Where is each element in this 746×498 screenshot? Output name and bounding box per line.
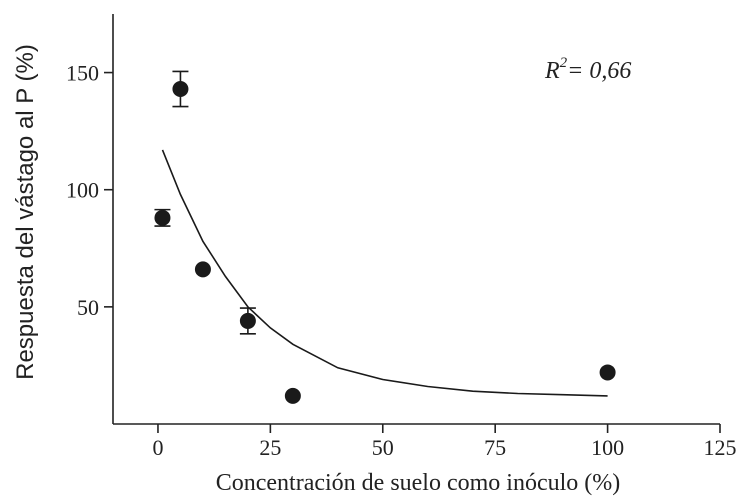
r-squared-prefix: R	[544, 58, 560, 84]
r-squared-superscript: 2	[560, 55, 568, 71]
data-point	[284, 387, 301, 404]
axes: 0 25 50 75 100 125 50 100 150	[66, 14, 737, 460]
data-points-group	[154, 70, 616, 404]
y-axis-title: Respuesta del vástago al P (%)	[12, 44, 39, 380]
y-tick-label: 100	[66, 178, 99, 203]
r-squared-suffix: = 0,66	[567, 58, 631, 84]
data-point	[239, 312, 256, 329]
x-tick-label: 25	[259, 435, 281, 460]
fit-curve-group	[161, 149, 608, 397]
x-tick-label: 125	[704, 435, 737, 460]
data-point	[172, 80, 189, 97]
r-squared-annotation: R2= 0,66	[544, 55, 631, 84]
y-tick-label: 50	[77, 295, 99, 320]
y-tick-label: 150	[66, 61, 99, 86]
x-tick-label: 0	[152, 435, 163, 460]
x-axis-title: Concentración de suelo como inóculo (%)	[216, 470, 621, 496]
fit-curve	[161, 149, 608, 397]
data-point	[599, 364, 616, 381]
data-point	[154, 209, 171, 226]
x-tick-label: 100	[591, 435, 624, 460]
x-tick-label: 75	[484, 435, 506, 460]
x-tick-label: 50	[372, 435, 394, 460]
data-point	[194, 261, 211, 278]
